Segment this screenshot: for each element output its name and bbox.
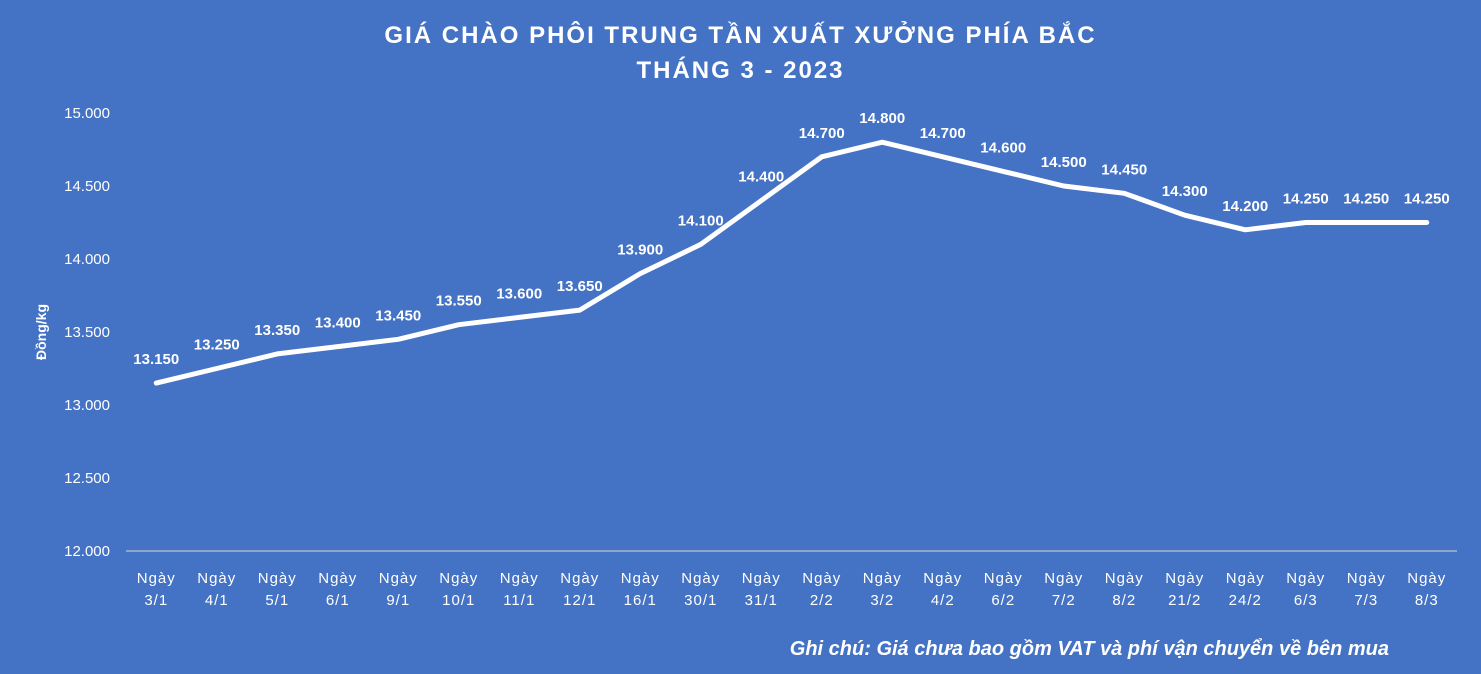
data-label: 14.700	[799, 125, 845, 142]
x-tick-label: Ngày 2/2	[802, 570, 841, 609]
y-tick-label: 14.000	[64, 251, 110, 268]
x-tick-label: Ngày 10/1	[439, 570, 478, 609]
data-label: 13.250	[194, 337, 240, 354]
x-tick-label: Ngày 8/3	[1407, 570, 1446, 609]
data-label: 14.700	[920, 125, 966, 142]
footnote: Ghi chú: Giá chưa bao gồm VAT và phí vận…	[789, 638, 1389, 660]
data-label: 14.300	[1162, 183, 1208, 200]
data-label: 13.450	[375, 307, 421, 324]
x-tick-label: Ngày 3/2	[863, 570, 902, 609]
data-label: 14.250	[1343, 191, 1389, 208]
x-tick-label: Ngày 30/1	[681, 570, 720, 609]
data-label: 13.400	[315, 315, 361, 332]
data-label: 14.800	[859, 110, 905, 127]
data-label: 14.500	[1041, 154, 1087, 171]
y-tick-label: 15.000	[64, 105, 110, 122]
x-tick-label: Ngày 4/2	[923, 570, 962, 609]
x-tick-label: Ngày 5/1	[258, 570, 297, 609]
x-tick-label: Ngày 8/2	[1105, 570, 1144, 609]
data-label: 14.200	[1222, 198, 1268, 215]
data-label: 13.550	[436, 293, 482, 310]
y-axis-label: Đồng/kg	[33, 304, 49, 360]
y-tick-label: 13.000	[64, 397, 110, 414]
data-label: 13.650	[557, 278, 603, 295]
y-tick-label: 13.500	[64, 324, 110, 341]
x-tick-label: Ngày 6/3	[1286, 570, 1325, 609]
data-label: 14.250	[1283, 191, 1329, 208]
chart-title: GIÁ CHÀO PHÔI TRUNG TẦN XUẤT XƯỞNG PHÍA …	[384, 22, 1097, 49]
y-tick-label: 12.500	[64, 470, 110, 487]
data-label: 13.350	[254, 322, 300, 339]
data-label: 14.450	[1101, 161, 1147, 178]
data-label: 14.400	[738, 169, 784, 186]
x-tick-label: Ngày 24/2	[1226, 570, 1265, 609]
x-tick-label: Ngày 16/1	[621, 570, 660, 609]
x-tick-label: Ngày 12/1	[560, 570, 599, 609]
x-tick-label: Ngày 4/1	[197, 570, 236, 609]
data-label: 13.150	[133, 351, 179, 368]
data-label: 14.100	[678, 212, 724, 229]
data-label: 13.600	[496, 285, 542, 302]
x-tick-label: Ngày 3/1	[137, 570, 176, 609]
y-tick-label: 14.500	[64, 178, 110, 195]
data-label: 13.900	[617, 242, 663, 259]
x-tick-label: Ngày 7/2	[1044, 570, 1083, 609]
x-tick-label: Ngày 31/1	[742, 570, 781, 609]
x-tick-label: Ngày 9/1	[379, 570, 418, 609]
chart-subtitle: THÁNG 3 - 2023	[636, 57, 845, 84]
x-tick-label: Ngày 21/2	[1165, 570, 1204, 609]
data-label: 14.250	[1404, 191, 1450, 208]
data-label: 14.600	[980, 139, 1026, 156]
x-tick-label: Ngày 7/3	[1347, 570, 1386, 609]
series-line	[153, 139, 1430, 386]
x-tick-label: Ngày 6/1	[318, 570, 357, 609]
x-tick-label: Ngày 6/2	[984, 570, 1023, 609]
x-tick-label: Ngày 11/1	[500, 570, 539, 609]
y-tick-label: 12.000	[64, 543, 110, 560]
